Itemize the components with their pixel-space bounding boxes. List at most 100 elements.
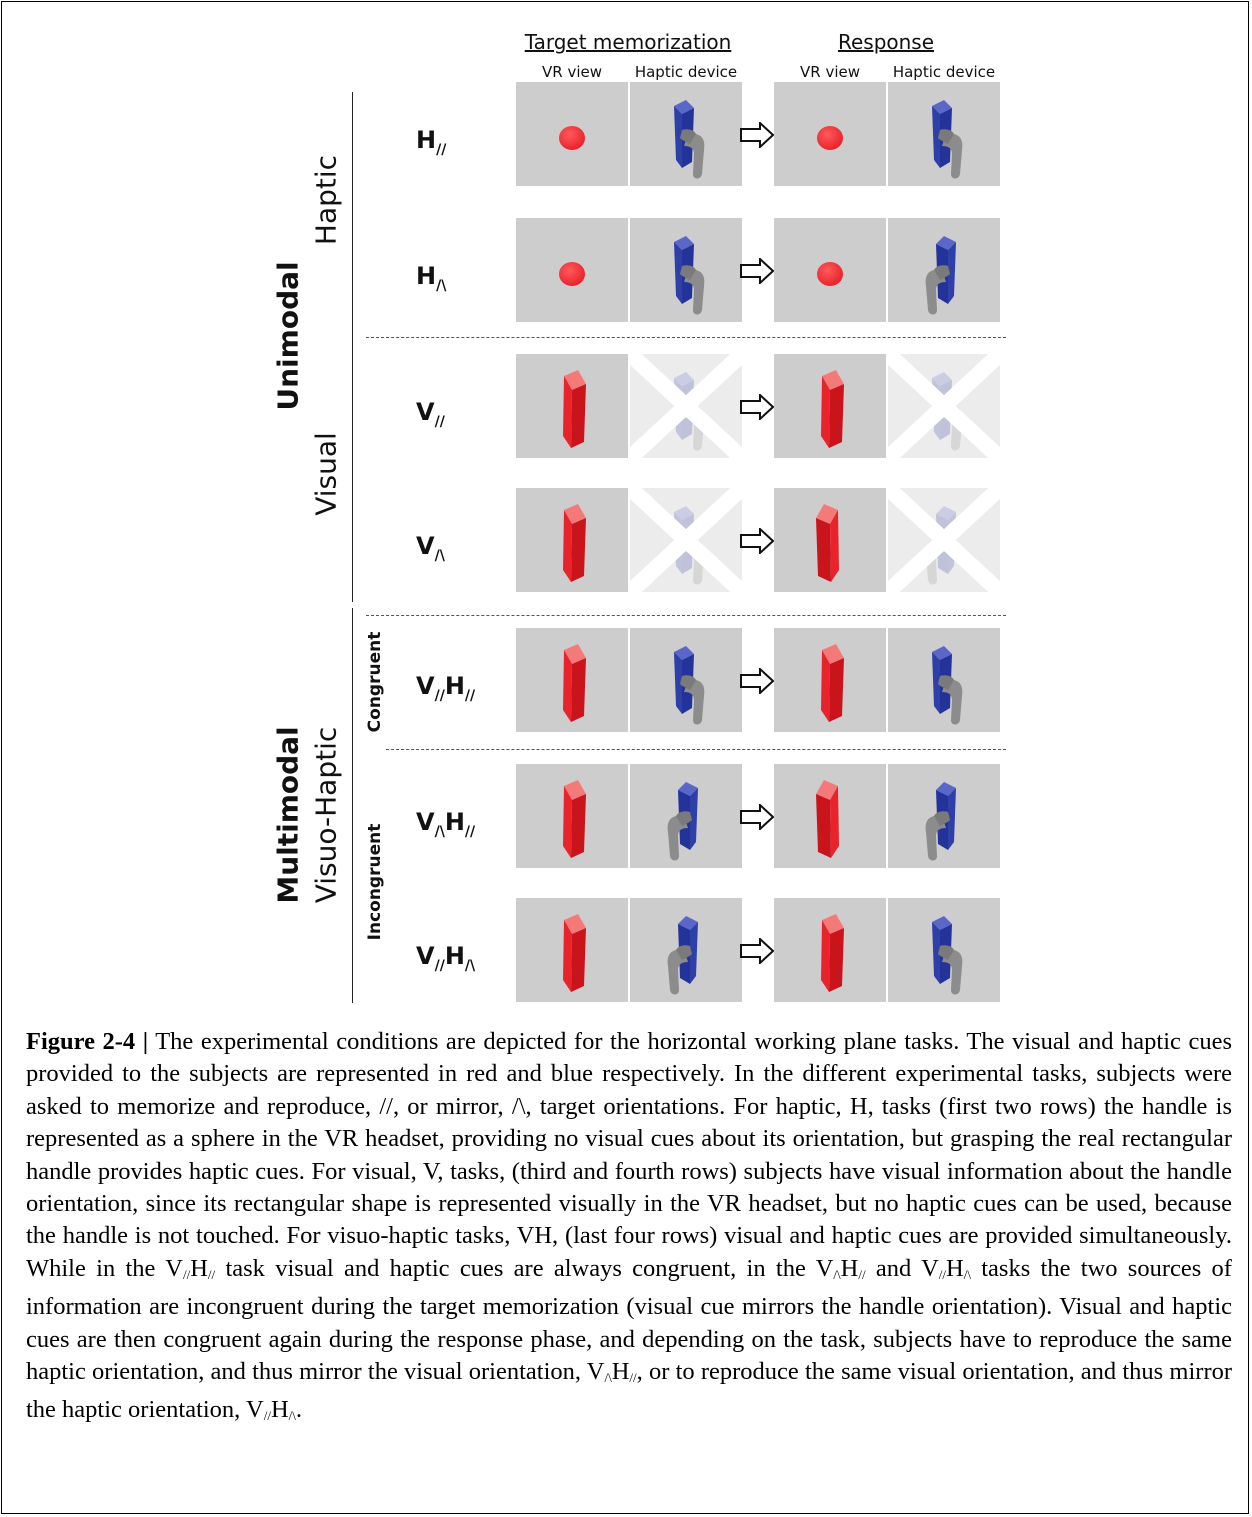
vr-view-tile	[516, 898, 628, 1002]
vr-view-tile	[516, 764, 628, 868]
condition-subscript: /\	[434, 824, 445, 840]
condition-subscript: //	[436, 142, 447, 158]
haptic-device-response-tile	[888, 82, 1000, 186]
caption-text: , or to reproduce the same visual orient…	[26, 1358, 1233, 1424]
caption-text: V	[815, 1254, 834, 1282]
caption-text: V	[586, 1358, 605, 1386]
caption-subscript: //	[182, 1266, 191, 1282]
col-haptic-device-2: Haptic device	[892, 63, 996, 81]
caption-subscript: //	[629, 1370, 637, 1386]
vr-view-response-tile	[774, 354, 886, 458]
caption-text: V	[165, 1254, 183, 1282]
vr-view-response-tile	[774, 764, 886, 868]
vr-view-tile	[516, 488, 628, 592]
group-incongruent: Incongruent	[365, 823, 385, 941]
condition-letter: H	[444, 942, 465, 970]
haptic-device-tile	[630, 764, 742, 868]
vr-view-response-tile	[774, 628, 886, 732]
caption-text: The experimental conditions are depicted…	[26, 1028, 1232, 1282]
caption-text: H	[190, 1254, 208, 1282]
header-target-memorization: Target memorization	[524, 30, 732, 54]
separator-haptic-visual	[366, 337, 1006, 338]
condition-letter: V	[416, 808, 435, 836]
condition-label: V//	[416, 398, 445, 430]
caption-text: H	[611, 1358, 630, 1386]
caption-text: H	[270, 1396, 289, 1424]
separator-visual-visuohaptic	[366, 615, 1006, 616]
condition-subscript: //	[434, 688, 445, 704]
condition-letter: V	[416, 672, 435, 700]
haptic-device-response-tile	[888, 354, 1000, 458]
condition-label: V/\	[416, 532, 445, 564]
caption-text: H	[946, 1254, 964, 1282]
haptic-device-tile	[630, 354, 742, 458]
vr-view-tile	[516, 354, 628, 458]
haptic-device-tile	[630, 488, 742, 592]
haptic-device-response-tile	[888, 628, 1000, 732]
caption-text: .	[295, 1396, 302, 1424]
vr-view-response-tile	[774, 218, 886, 322]
col-vr-view-1: VR view	[542, 63, 602, 81]
vr-view-tile	[516, 218, 628, 322]
header-response: Response	[837, 30, 935, 54]
group-multimodal: Multimodal	[271, 726, 305, 904]
vr-view-response-tile	[774, 898, 886, 1002]
arrow-right-icon	[740, 256, 775, 286]
condition-subscript: /\	[464, 958, 476, 974]
group-congruent: Congruent	[365, 631, 385, 733]
caption-paragraph: Figure 2-4 | The experimental conditions…	[26, 1026, 1232, 1433]
haptic-device-response-tile	[888, 764, 1000, 868]
condition-subscript: /\	[434, 548, 445, 564]
caption-subscript: /\	[288, 1408, 296, 1424]
condition-subscript: //	[464, 688, 476, 704]
haptic-device-tile	[630, 82, 742, 186]
vr-view-tile	[516, 628, 628, 732]
condition-letter: H	[416, 126, 437, 154]
vr-view-tile	[516, 82, 628, 186]
haptic-device-tile	[630, 628, 742, 732]
condition-letter: V	[416, 532, 435, 560]
condition-letter: H	[416, 262, 437, 290]
haptic-device-response-tile	[888, 218, 1000, 322]
haptic-device-tile	[630, 898, 742, 1002]
arrow-right-icon	[740, 120, 775, 150]
haptic-device-response-tile	[888, 488, 1000, 592]
multimodal-bracket-line	[352, 608, 353, 1003]
vr-view-response-tile	[774, 82, 886, 186]
caption-subscript: /\	[604, 1370, 612, 1386]
caption-subscript: /\	[833, 1266, 841, 1282]
caption-text: V	[921, 1254, 939, 1282]
caption-text: tasks the two sources of information are…	[26, 1254, 1232, 1386]
caption-subscript: //	[858, 1266, 866, 1282]
condition-letter: V	[416, 942, 435, 970]
condition-letter: V	[416, 398, 435, 426]
condition-subscript: //	[434, 414, 445, 430]
condition-subscript: /\	[436, 278, 447, 294]
haptic-device-response-tile	[888, 898, 1000, 1002]
caption-text: H	[840, 1254, 859, 1282]
caption-text: and	[865, 1254, 922, 1282]
group-visuo-haptic: Visuo-Haptic	[309, 726, 343, 904]
condition-label: V//H/\	[416, 942, 475, 974]
group-visual: Visual	[309, 432, 343, 516]
group-unimodal: Unimodal	[271, 261, 305, 411]
arrow-right-icon	[740, 802, 775, 832]
col-haptic-device-1: Haptic device	[634, 63, 738, 81]
condition-label: H//	[416, 126, 446, 158]
caption-subscript: //	[263, 1408, 271, 1424]
col-vr-view-2: VR view	[800, 63, 860, 81]
figure-caption: Figure 2-4 | The experimental conditions…	[26, 1026, 1232, 1433]
arrow-right-icon	[740, 392, 775, 422]
condition-label: V/\H//	[416, 808, 475, 840]
condition-label: H/\	[416, 262, 446, 294]
condition-subscript: //	[464, 824, 476, 840]
caption-subscript: //	[938, 1266, 947, 1282]
caption-subscript: /\	[963, 1266, 971, 1282]
caption-subscript: //	[207, 1266, 216, 1282]
condition-subscript: //	[434, 958, 445, 974]
condition-label: V//H//	[416, 672, 475, 704]
arrow-right-icon	[740, 936, 775, 966]
condition-letter: H	[444, 808, 465, 836]
group-haptic: Haptic	[309, 154, 343, 246]
